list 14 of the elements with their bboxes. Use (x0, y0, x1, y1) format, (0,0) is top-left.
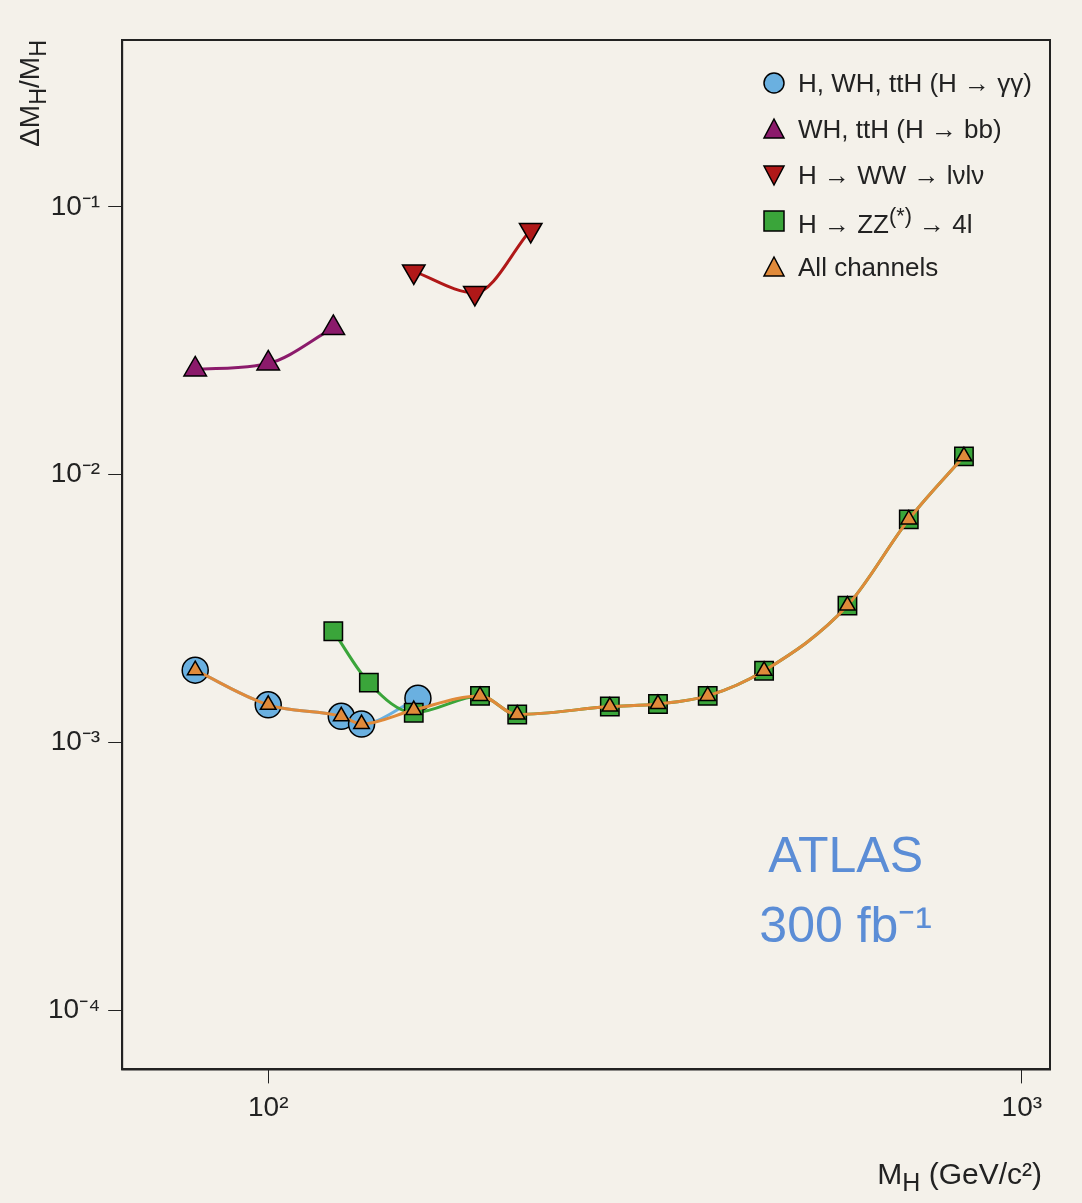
y-tick-label: 10⁻⁴ (47, 992, 101, 1024)
legend-label: H, WH, ttH (H → γγ) (798, 67, 1032, 99)
legend-label: All channels (798, 251, 939, 283)
y-tick-label: 10⁻³ (50, 725, 101, 757)
x-tick-label: 10² (248, 1090, 289, 1122)
legend-label: H → WW → lνlν (798, 159, 985, 191)
y-tick-label: 10⁻² (50, 457, 101, 489)
y-tick-label: 10⁻¹ (50, 189, 101, 221)
annotation: ATLAS (767, 826, 924, 885)
legend-label: H → ZZ$^{(*)}$ → 4l (798, 202, 973, 240)
annotation: 300 fb⁻¹ (759, 896, 932, 955)
x-tick-label: 10³ (1001, 1090, 1043, 1122)
legend-label: WH, ttH (H → bb) (798, 113, 1002, 145)
x-axis-title: M$_{H}$ (GeV/c²) (877, 1157, 1042, 1197)
